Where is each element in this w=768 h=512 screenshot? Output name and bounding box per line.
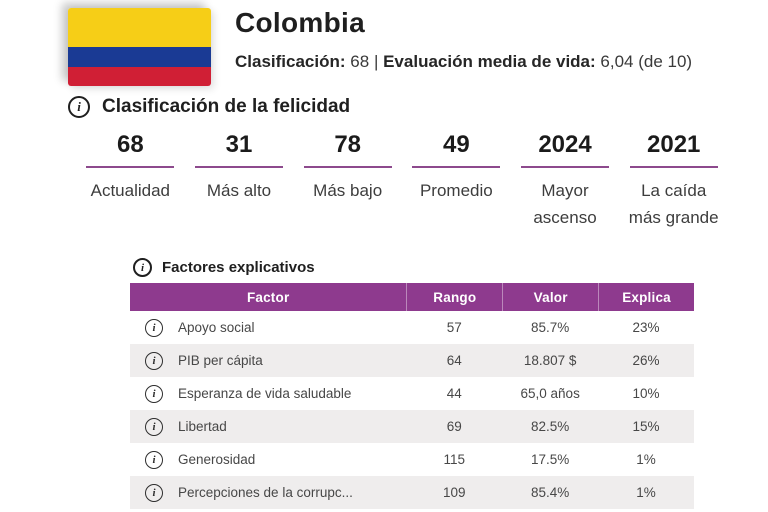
rank-label: Clasificación: bbox=[235, 52, 346, 71]
factor-rango: 115 bbox=[443, 452, 466, 467]
header-block: Colombia Clasificación: 68 | Evaluación … bbox=[235, 7, 743, 75]
stat-label: Más bajo bbox=[313, 181, 383, 200]
life-eval-label: Evaluación media de vida: bbox=[383, 52, 596, 71]
page-title: Colombia bbox=[235, 7, 365, 38]
factor-explica: 1% bbox=[636, 485, 656, 500]
stat-label: Promedio bbox=[419, 181, 493, 200]
stat-mas-alto: 31 Más alto bbox=[185, 131, 294, 231]
table-row: i Esperanza de vida saludable 44 65,0 añ… bbox=[130, 377, 694, 410]
stat-underline bbox=[303, 166, 392, 168]
stat-value: 2024 bbox=[538, 131, 592, 158]
happiness-stats-row: 68 Actualidad 31 Más alto 78 Más bajo 49… bbox=[76, 131, 728, 231]
factor-rango: 109 bbox=[443, 485, 466, 500]
info-icon[interactable]: i bbox=[145, 450, 163, 469]
info-icon[interactable]: i bbox=[145, 483, 163, 502]
factor-name: Apoyo social bbox=[178, 320, 255, 335]
stat-value: 2021 bbox=[647, 131, 701, 158]
flag-stripe-yellow bbox=[68, 8, 211, 47]
stat-caida-mas-grande: 2021 La caída más grande bbox=[619, 131, 728, 231]
stat-label: Actualidad bbox=[90, 181, 171, 200]
colombia-flag bbox=[68, 8, 211, 86]
table-row: i Libertad 69 82.5% 15% bbox=[130, 410, 694, 443]
stat-underline bbox=[629, 166, 718, 168]
factor-rango: 57 bbox=[446, 320, 462, 335]
factor-name: Percepciones de la corrupc... bbox=[178, 485, 353, 500]
info-icon[interactable]: i bbox=[68, 96, 90, 118]
factor-explica: 26% bbox=[632, 353, 660, 368]
stat-value: 68 bbox=[116, 131, 144, 158]
stat-label: Más alto bbox=[206, 181, 272, 200]
factor-name: Esperanza de vida saludable bbox=[178, 386, 352, 401]
factors-table: Factor Rango Valor Explica i Apoyo socia… bbox=[130, 283, 694, 509]
stat-value: 78 bbox=[334, 131, 362, 158]
table-row: i Percepciones de la corrupc... 109 85.4… bbox=[130, 476, 694, 509]
factors-section-heading: i Factores explicativos bbox=[133, 258, 315, 277]
life-eval-value: 6,04 (de 10) bbox=[600, 52, 693, 71]
factor-valor: 85.7% bbox=[531, 320, 570, 335]
stat-label: La caída más grande bbox=[628, 181, 719, 228]
rank-value: 68 bbox=[350, 52, 370, 71]
table-row: i Generosidad 115 17.5% 1% bbox=[130, 443, 694, 476]
factor-rango: 64 bbox=[446, 353, 462, 368]
info-icon[interactable]: i bbox=[145, 417, 163, 436]
column-header-explica: Explica bbox=[598, 283, 694, 311]
flag-stripe-blue bbox=[68, 47, 211, 67]
info-icon[interactable]: i bbox=[133, 258, 152, 277]
info-icon[interactable]: i bbox=[145, 318, 163, 337]
factors-section-title: Factores explicativos bbox=[162, 259, 315, 276]
factor-name: Libertad bbox=[178, 419, 227, 434]
factor-explica: 23% bbox=[632, 320, 660, 335]
stat-actualidad: 68 Actualidad bbox=[76, 131, 185, 231]
stat-label: Mayor ascenso bbox=[533, 181, 597, 228]
stat-promedio: 49 Promedio bbox=[402, 131, 511, 231]
stat-underline bbox=[195, 166, 283, 168]
stat-mas-bajo: 78 Más bajo bbox=[293, 131, 402, 231]
factor-name: PIB per cápita bbox=[178, 353, 263, 368]
factor-rango: 44 bbox=[446, 386, 462, 401]
stat-underline bbox=[412, 166, 501, 168]
factor-valor: 17.5% bbox=[531, 452, 570, 467]
factor-valor: 82.5% bbox=[531, 419, 570, 434]
factor-explica: 1% bbox=[636, 452, 656, 467]
factor-explica: 15% bbox=[632, 419, 660, 434]
table-header-row: Factor Rango Valor Explica bbox=[130, 283, 694, 311]
stat-value: 49 bbox=[443, 131, 470, 158]
info-icon[interactable]: i bbox=[145, 351, 163, 370]
column-header-valor: Valor bbox=[502, 283, 598, 311]
subtitle-separator: | bbox=[373, 52, 379, 71]
factor-explica: 10% bbox=[632, 386, 660, 401]
factor-valor: 85.4% bbox=[531, 485, 570, 500]
happiness-section-heading: i Clasificación de la felicidad bbox=[68, 96, 350, 118]
factor-valor: 65,0 años bbox=[520, 386, 580, 401]
stat-value: 31 bbox=[225, 131, 253, 158]
column-header-rango: Rango bbox=[406, 283, 502, 311]
factor-rango: 69 bbox=[446, 419, 462, 434]
column-header-factor: Factor bbox=[246, 289, 290, 305]
table-row: i Apoyo social 57 85.7% 23% bbox=[130, 311, 694, 344]
info-icon[interactable]: i bbox=[145, 384, 163, 403]
factor-name: Generosidad bbox=[178, 452, 256, 467]
stat-mayor-ascenso: 2024 Mayor ascenso bbox=[511, 131, 620, 231]
stat-underline bbox=[86, 166, 175, 168]
happiness-section-title: Clasificación de la felicidad bbox=[102, 96, 351, 117]
flag-stripe-red bbox=[68, 66, 211, 86]
factor-valor: 18.807 $ bbox=[523, 353, 577, 368]
ranking-subtitle: Clasificación: 68 | Evaluación media de … bbox=[235, 49, 743, 75]
stat-underline bbox=[521, 166, 610, 168]
table-row: i PIB per cápita 64 18.807 $ 26% bbox=[130, 344, 694, 377]
